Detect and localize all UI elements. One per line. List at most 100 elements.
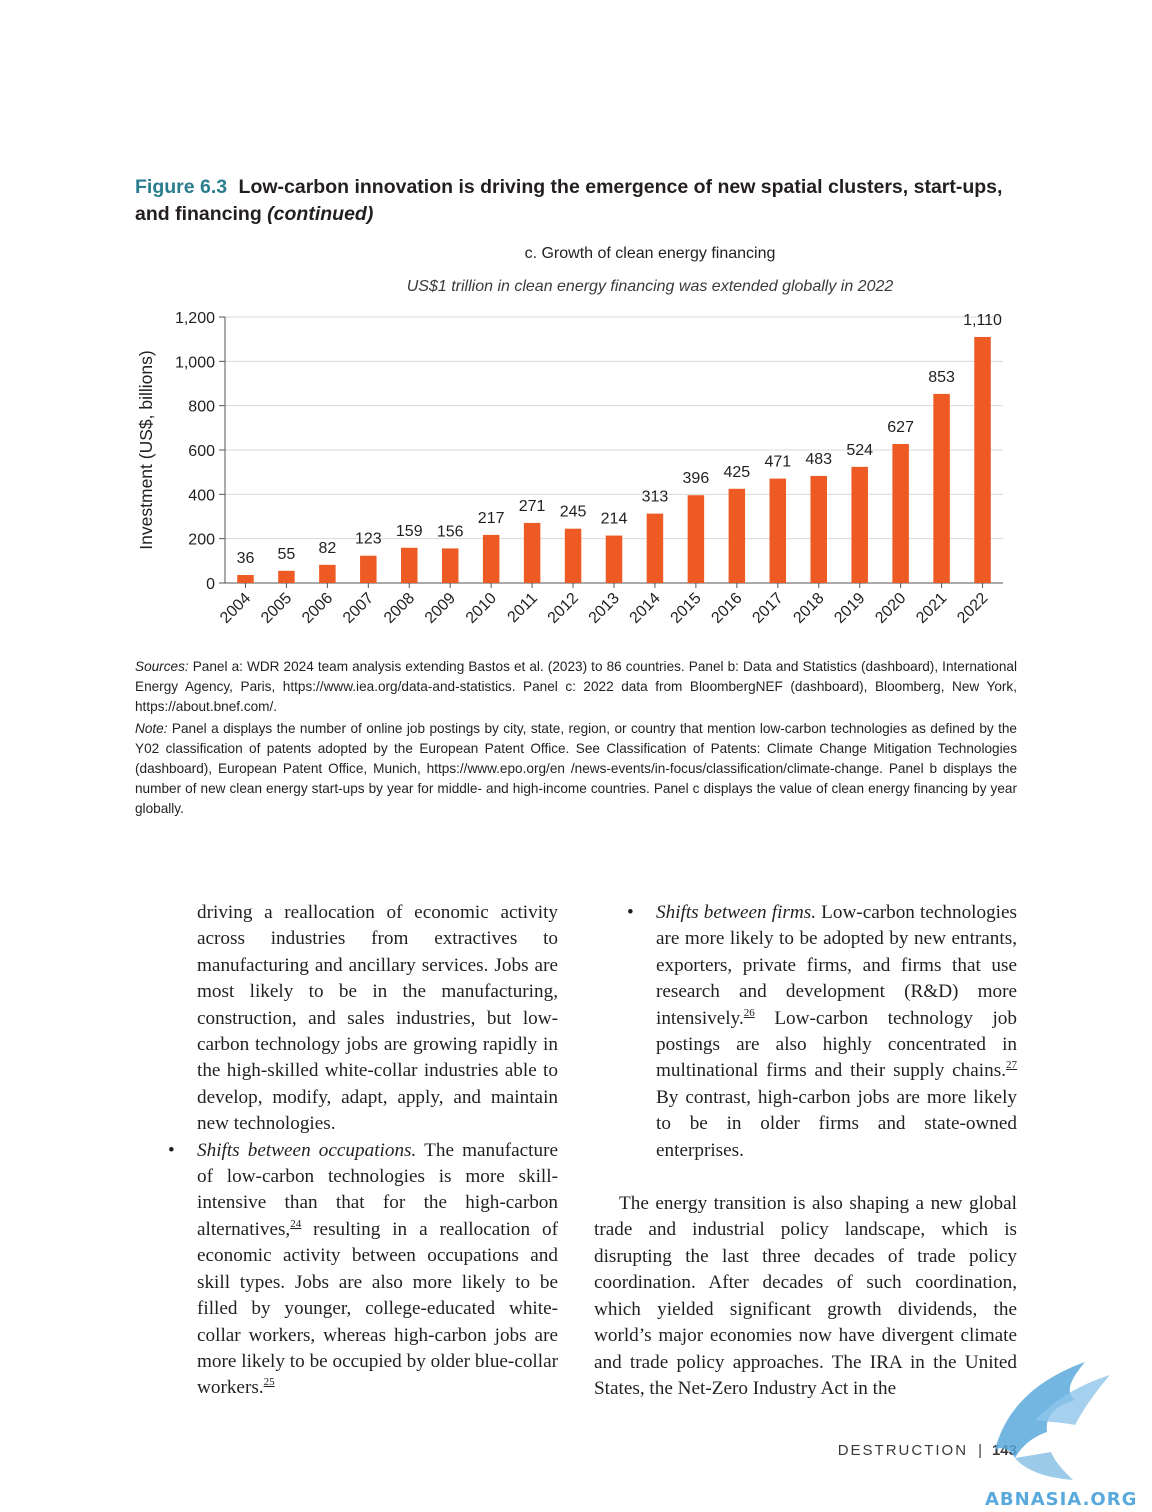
note-lead: Note: [135, 721, 168, 736]
sources-text: Panel a: WDR 2024 team analysis extendin… [135, 659, 1017, 714]
bar [319, 564, 336, 583]
sources-note: Sources: Panel a: WDR 2024 team analysis… [135, 657, 1017, 717]
bar-chart: 0 200 400 600 800 1,000 1,200 Investment (US$, … [136, 310, 1003, 627]
data-label: 425 [723, 464, 750, 481]
bullet-text: By contrast, high-carbon jobs are more l… [656, 1086, 1017, 1161]
watermark-text: ABNASIA.ORG [985, 1489, 1135, 1510]
bullet-icon: • [627, 902, 634, 923]
panel-title: c. Growth of clean energy financing [524, 245, 776, 262]
x-tick-label: 2006 [299, 590, 336, 627]
bullet-lead: Shifts between occupations. [197, 1139, 417, 1161]
footnote-ref-25[interactable]: 25 [263, 1376, 275, 1389]
y-tick-label: 800 [188, 399, 215, 416]
y-tick-label: 0 [206, 576, 215, 593]
data-label: 156 [437, 523, 464, 540]
bar [441, 548, 459, 583]
y-tick-label: 1,200 [175, 310, 215, 327]
data-label: 245 [560, 504, 587, 521]
bar [687, 495, 705, 583]
bar [974, 336, 991, 583]
data-label: 853 [928, 369, 955, 386]
x-tick-label: 2014 [627, 590, 664, 627]
data-label: 82 [318, 540, 336, 557]
bullet-text: Low-carbon technologies are more likely … [656, 902, 1017, 1029]
x-tick-label: 2011 [505, 590, 541, 626]
data-label: 483 [805, 451, 832, 468]
bar [728, 488, 746, 583]
data-label: 55 [278, 546, 296, 563]
watermark-logo: ABNASIA.ORG [985, 1362, 1135, 1510]
x-tick-label: 2008 [381, 590, 418, 627]
footnote-ref-24[interactable]: 24 [290, 1217, 302, 1230]
body-column-right: • Shifts between firms. Low-carbon techn… [594, 900, 1017, 1402]
x-tick-label: 2021 [913, 590, 950, 627]
panel-subtitle: US$1 trillion in clean energy financing … [406, 278, 894, 295]
data-label: 313 [642, 489, 669, 506]
section-name: DESTRUCTION [837, 1442, 969, 1459]
footnote-ref-27[interactable]: 27 [1006, 1059, 1017, 1072]
bullet-icon: • [168, 1139, 175, 1161]
data-label: 36 [237, 550, 255, 567]
paragraph: driving a reallocation of economic activ… [197, 902, 558, 1135]
x-tick-label: 2010 [463, 590, 500, 627]
bar [933, 393, 950, 583]
data-label: 1,110 [963, 312, 1002, 329]
bullet-firms: • Shifts between firms. Low-carbon techn… [627, 900, 1017, 1164]
x-tick-label: 2012 [545, 590, 582, 627]
paragraph: The energy transition is also shaping a … [594, 1193, 1017, 1399]
data-label: 627 [887, 419, 914, 436]
x-tick-label: 2022 [954, 590, 991, 627]
y-tick-label: 400 [188, 487, 215, 504]
footer-separator: | [978, 1442, 982, 1459]
y-tick-label: 1,000 [175, 354, 215, 371]
data-label: 524 [846, 442, 873, 459]
sources-lead: Sources: [135, 659, 189, 674]
x-tick-label: 2019 [831, 590, 868, 627]
bar [851, 466, 868, 583]
data-label: 217 [478, 510, 505, 527]
data-label: 471 [764, 454, 791, 471]
data-label: 396 [683, 470, 710, 487]
bullet-occupations: • Shifts between occupations. The manufa… [168, 1138, 558, 1402]
bar [237, 575, 254, 583]
y-axis-label: Investment (US$, billions) [136, 350, 156, 549]
bullet-text: resulting in a reallocation of economic … [197, 1218, 558, 1399]
bar [360, 555, 377, 583]
bar [810, 475, 827, 583]
data-label: 159 [396, 523, 423, 540]
footnote-ref-26[interactable]: 26 [743, 1006, 755, 1019]
x-tick-label: 2007 [340, 590, 377, 627]
bar [646, 513, 664, 583]
note-text: Panel a displays the number of online jo… [135, 721, 1017, 816]
bar [523, 522, 541, 583]
x-tick-label: 2004 [217, 590, 254, 627]
bar [482, 534, 500, 583]
bar [564, 528, 582, 583]
bar [769, 478, 787, 583]
x-tick-label: 2020 [872, 590, 909, 627]
bar [605, 535, 623, 583]
figure-continued: (continued) [267, 203, 374, 225]
x-tick-label: 2015 [668, 590, 705, 627]
bird-icon [995, 1362, 1085, 1458]
y-tick-label: 600 [188, 443, 215, 460]
bullet-text: The manufacture of low-carbon technologi… [197, 1139, 558, 1240]
figure-number: Figure 6.3 [135, 176, 228, 198]
note: Note: Panel a displays the number of onl… [135, 719, 1017, 819]
data-label: 123 [355, 531, 382, 548]
bar [278, 570, 295, 583]
bullet-lead: Shifts between firms. [656, 902, 817, 923]
figure-notes: Sources: Panel a: WDR 2024 team analysis… [135, 657, 1017, 821]
data-label: 271 [519, 498, 546, 515]
x-tick-label: 2016 [708, 590, 745, 627]
x-tick-label: 2009 [422, 590, 459, 627]
body-column-left: driving a reallocation of economic activ… [168, 900, 558, 1402]
figure-title: Figure 6.3 Low-carbon innovation is driv… [135, 174, 1025, 228]
x-tick-label: 2013 [586, 590, 623, 627]
x-tick-label: 2018 [790, 590, 827, 627]
bar [892, 444, 909, 583]
x-tick-label: 2005 [258, 590, 295, 627]
figure-title-text: Low-carbon innovation is driving the eme… [135, 176, 1003, 225]
bird-wing-icon [1035, 1375, 1110, 1425]
data-label: 214 [601, 511, 628, 528]
